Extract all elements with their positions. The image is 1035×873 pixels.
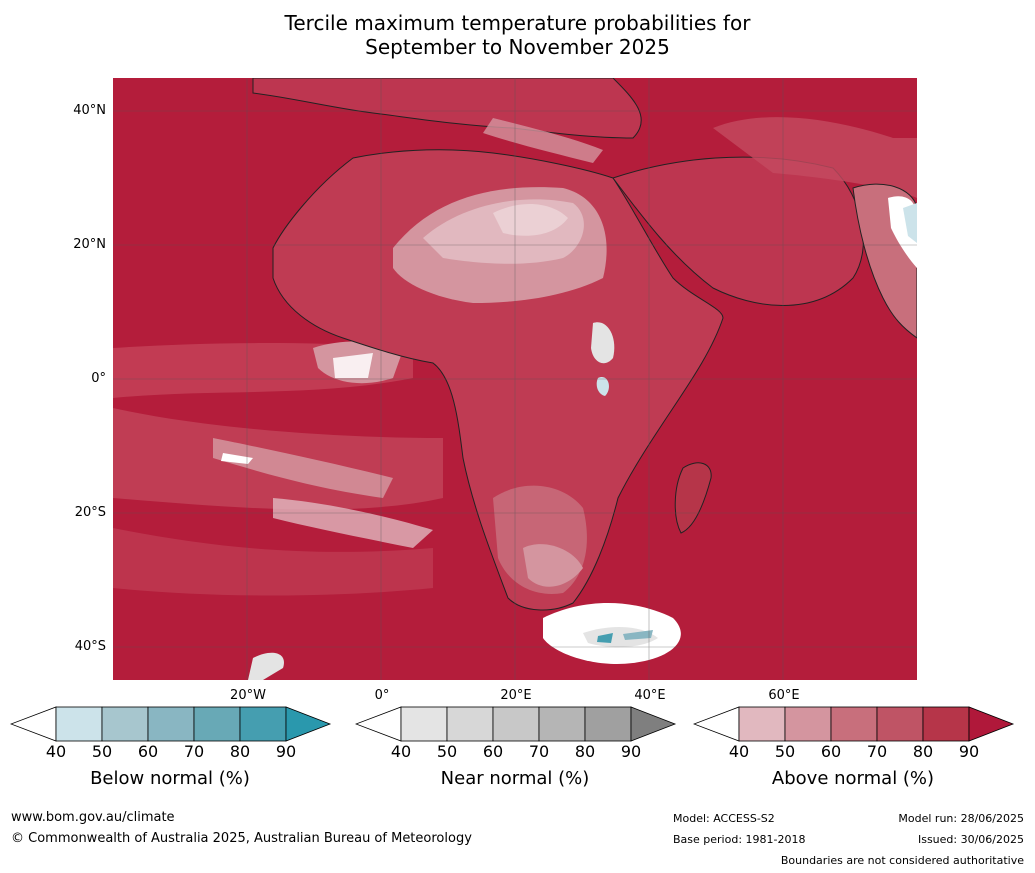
colorbar-under-extend — [10, 706, 57, 742]
colorbar-segment — [584, 706, 632, 742]
base-period: Base period: 1981-2018 — [673, 833, 806, 846]
colorbar-tick-label: 40 — [728, 742, 750, 761]
colorbar-segment — [239, 706, 287, 742]
colorbar-segment — [784, 706, 832, 742]
colorbar-tick-label: 80 — [229, 742, 251, 761]
colorbar-segment — [538, 706, 586, 742]
colorbar-over-extend — [285, 706, 332, 742]
lat-label-0: 0° — [91, 371, 106, 386]
chart-title-line2: September to November 2025 — [365, 35, 670, 59]
lat-label-20s: 20°S — [74, 505, 106, 520]
model-run-date: Model run: 28/06/2025 — [898, 812, 1024, 825]
colorbar-tick-label: 70 — [528, 742, 550, 761]
colorbar-tick-label: 50 — [436, 742, 458, 761]
model-name: Model: ACCESS-S2 — [673, 812, 775, 825]
colorbar-above-normal — [693, 706, 1015, 742]
colorbar-under-extend — [693, 706, 740, 742]
colorbar-segment — [400, 706, 448, 742]
legend-title-above: Above normal (%) — [771, 768, 935, 789]
colorbar-segment — [876, 706, 924, 742]
lon-label-0: 0° — [374, 688, 390, 703]
colorbar-segment — [193, 706, 241, 742]
website-link[interactable]: www.bom.gov.au/climate — [11, 810, 175, 825]
colorbar-tick-label: 50 — [91, 742, 113, 761]
lon-label-20w: 20°W — [230, 688, 266, 703]
lat-label-20n: 20°N — [73, 237, 106, 252]
colorbar-tick-label: 90 — [275, 742, 297, 761]
colorbar-tick-label: 70 — [866, 742, 888, 761]
colorbar-tick-label: 80 — [912, 742, 934, 761]
colorbar-below-normal — [10, 706, 332, 742]
copyright-text: © Commonwealth of Australia 2025, Austra… — [11, 831, 472, 846]
chart-title-line1: Tercile maximum temperature probabilitie… — [284, 11, 751, 35]
colorbar-segment — [830, 706, 878, 742]
colorbar-tick-label: 90 — [620, 742, 642, 761]
colorbar-segment — [147, 706, 195, 742]
colorbar-under-extend — [355, 706, 402, 742]
colorbar-segment — [738, 706, 786, 742]
lat-label-40n: 40°N — [73, 103, 106, 118]
colorbar-tick-label: 60 — [137, 742, 159, 761]
map-graphic — [113, 78, 917, 680]
colorbar-tick-label: 60 — [482, 742, 504, 761]
lon-label-60e: 60°E — [768, 688, 800, 703]
colorbar-segment — [922, 706, 970, 742]
lat-label-40s: 40°S — [74, 639, 106, 654]
colorbar-tick-label: 80 — [574, 742, 596, 761]
boundaries-disclaimer: Boundaries are not considered authoritat… — [780, 854, 1024, 867]
lon-label-40e: 40°E — [634, 688, 666, 703]
colorbar-segment — [492, 706, 540, 742]
colorbar-over-extend — [630, 706, 677, 742]
colorbar-tick-label: 60 — [820, 742, 842, 761]
colorbar-over-extend — [968, 706, 1015, 742]
lon-label-20e: 20°E — [500, 688, 532, 703]
legend-title-below: Below normal (%) — [90, 768, 250, 789]
colorbar-near-normal — [355, 706, 677, 742]
colorbar-segment — [446, 706, 494, 742]
colorbar-tick-label: 40 — [390, 742, 412, 761]
colorbar-tick-label: 50 — [774, 742, 796, 761]
probability-map — [113, 78, 917, 680]
issued-date: Issued: 30/06/2025 — [917, 833, 1024, 846]
colorbar-segment — [101, 706, 149, 742]
colorbar-segment — [55, 706, 103, 742]
colorbar-tick-label: 40 — [45, 742, 67, 761]
colorbar-tick-label: 70 — [183, 742, 205, 761]
legend-title-near: Near normal (%) — [440, 768, 590, 789]
colorbar-tick-label: 90 — [958, 742, 980, 761]
